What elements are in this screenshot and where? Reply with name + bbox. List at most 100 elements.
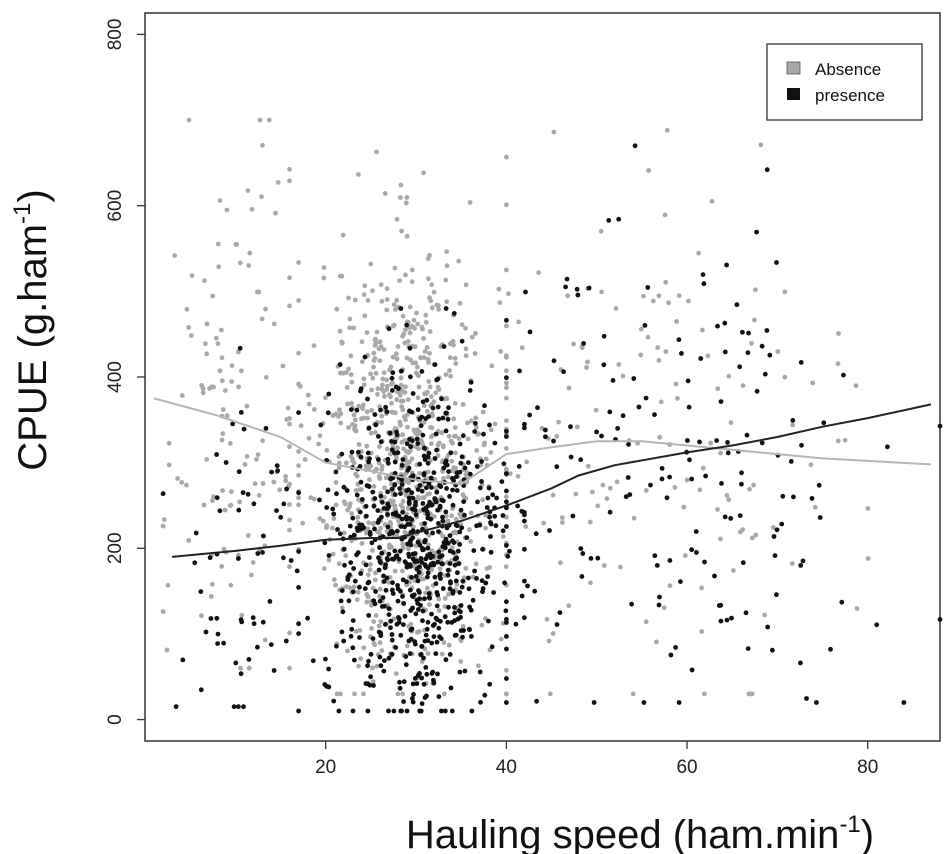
point-absence [331, 577, 337, 582]
point-absence [423, 319, 429, 325]
point-presence [754, 388, 760, 394]
point-presence [423, 455, 429, 461]
point-presence [379, 550, 385, 556]
point-absence [361, 645, 367, 651]
point-absence [443, 277, 449, 283]
point-presence [390, 370, 396, 376]
point-presence [238, 410, 244, 415]
point-presence [345, 577, 351, 582]
point-presence [409, 438, 415, 443]
point-absence [498, 349, 504, 354]
point-presence [580, 551, 586, 556]
point-presence [296, 631, 301, 636]
point-presence [378, 633, 384, 639]
point-presence [383, 404, 388, 410]
point-absence [287, 421, 292, 427]
point-presence [551, 358, 557, 364]
point-presence [400, 457, 406, 462]
point-presence [436, 549, 442, 555]
point-presence [326, 666, 331, 672]
point-presence [472, 429, 478, 434]
point-absence [749, 340, 754, 346]
point-presence [821, 420, 827, 426]
point-presence [788, 459, 794, 464]
point-presence [419, 488, 425, 494]
point-absence [489, 363, 495, 369]
point-absence [415, 321, 421, 327]
point-absence [345, 401, 350, 407]
point-absence [433, 390, 439, 396]
point-absence [271, 479, 277, 485]
point-presence [368, 674, 373, 680]
point-absence [428, 434, 434, 440]
point-presence [326, 391, 332, 397]
point-absence [444, 249, 449, 255]
point-absence [554, 433, 560, 439]
point-absence [672, 485, 678, 490]
point-presence [386, 655, 392, 661]
point-absence [504, 691, 509, 697]
point-absence [808, 462, 814, 468]
point-absence [663, 279, 669, 285]
point-presence [457, 669, 463, 675]
point-presence [447, 561, 453, 566]
point-presence [440, 544, 446, 549]
point-absence [287, 502, 292, 507]
point-absence [317, 516, 323, 521]
point-presence [426, 414, 431, 419]
point-presence [701, 281, 707, 287]
legend-box [766, 43, 923, 121]
point-presence [625, 475, 631, 480]
point-presence [482, 692, 488, 698]
point-absence [410, 360, 416, 366]
point-presence [338, 598, 344, 604]
point-absence [408, 448, 413, 454]
point-absence [715, 386, 721, 392]
point-absence [643, 619, 649, 625]
point-absence [396, 518, 401, 524]
point-absence [368, 562, 373, 567]
point-presence [814, 700, 819, 705]
point-presence [255, 644, 260, 650]
point-absence [263, 306, 268, 312]
point-presence [398, 632, 404, 638]
point-presence [575, 292, 581, 298]
point-absence [365, 298, 371, 303]
point-presence [396, 513, 402, 519]
point-presence [574, 286, 580, 292]
point-absence [488, 450, 494, 455]
point-absence [204, 457, 210, 462]
point-presence [607, 509, 613, 515]
point-absence [504, 395, 509, 401]
point-absence [404, 478, 409, 484]
point-absence [365, 572, 371, 578]
point-presence [223, 460, 229, 465]
point-absence [416, 384, 422, 390]
point-presence [371, 683, 376, 688]
point-absence [467, 527, 472, 533]
point-presence [365, 450, 371, 456]
point-presence [522, 546, 527, 552]
point-absence [444, 299, 450, 305]
point-absence [374, 663, 380, 669]
point-absence [674, 319, 679, 324]
point-absence [287, 665, 292, 671]
point-absence [699, 585, 704, 591]
point-absence [368, 371, 373, 377]
point-absence [363, 463, 369, 469]
point-absence [425, 651, 431, 656]
point-presence [389, 637, 395, 643]
point-absence [373, 370, 379, 376]
point-absence [321, 566, 327, 571]
point-absence [399, 228, 404, 234]
point-presence [419, 369, 425, 374]
point-presence [236, 704, 241, 710]
point-presence [336, 708, 342, 714]
point-presence [399, 516, 405, 522]
point-presence [410, 681, 416, 687]
point-presence [527, 412, 532, 418]
point-absence [297, 384, 303, 389]
point-absence [369, 408, 374, 413]
point-presence [410, 495, 416, 501]
point-absence [448, 373, 453, 379]
